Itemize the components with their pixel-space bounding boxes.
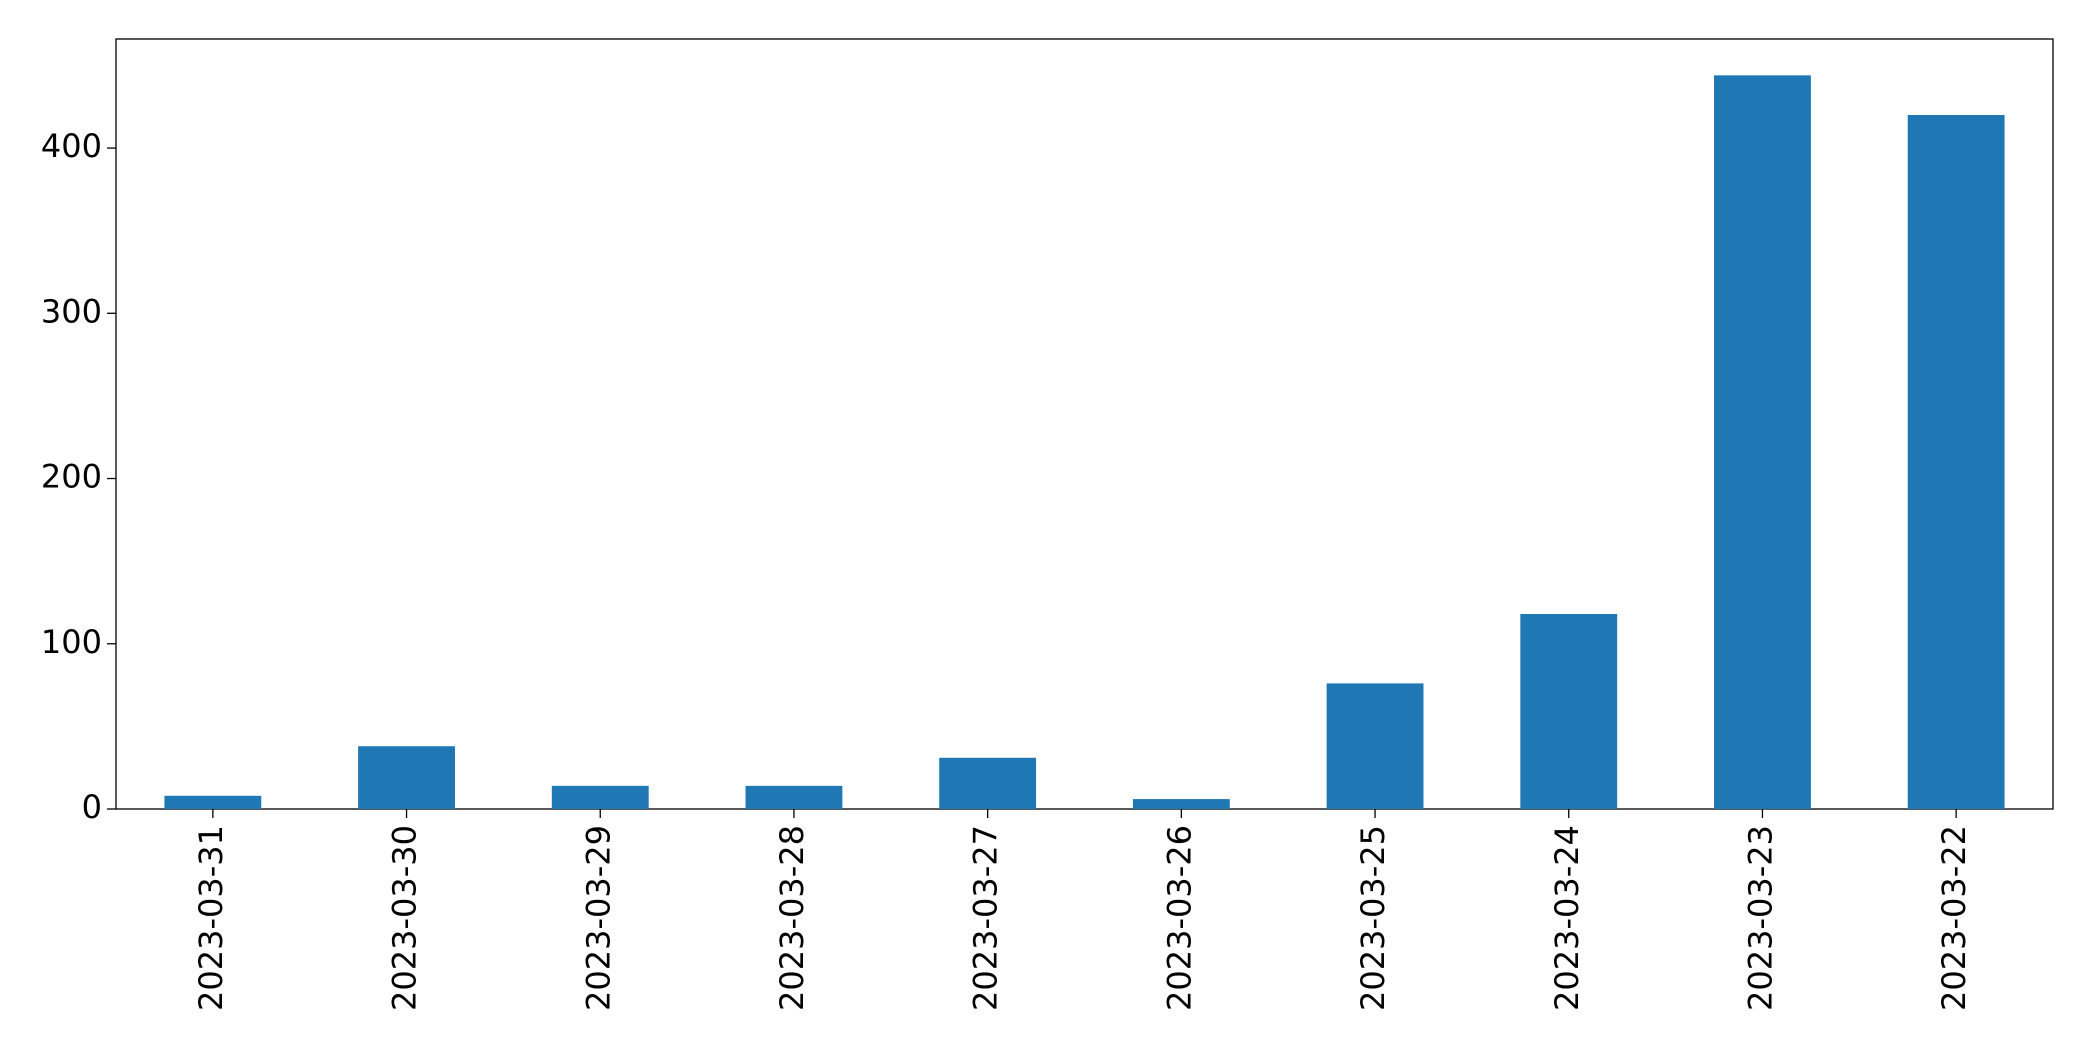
bar <box>1326 683 1424 809</box>
x-tick-label: 2023-03-22 <box>1935 825 1973 1011</box>
bar <box>1132 799 1230 809</box>
bar <box>1907 115 2005 809</box>
x-tick-label: 2023-03-23 <box>1741 825 1779 1011</box>
y-tick-label: 0 <box>82 788 102 826</box>
bar <box>1520 614 1618 809</box>
x-tick-label: 2023-03-27 <box>967 825 1005 1011</box>
bar <box>164 795 262 809</box>
x-tick-label: 2023-03-31 <box>192 825 230 1011</box>
bar <box>358 746 455 809</box>
x-tick-label: 2023-03-29 <box>579 825 617 1011</box>
x-tick-label: 2023-03-25 <box>1354 825 1392 1011</box>
bar <box>551 785 649 809</box>
y-tick-label: 100 <box>41 623 102 661</box>
x-tick-label: 2023-03-30 <box>386 825 424 1011</box>
bar <box>1714 75 1811 809</box>
bar <box>939 757 1037 809</box>
y-tick-label: 300 <box>41 292 102 330</box>
y-tick-label: 400 <box>41 127 102 165</box>
x-tick-label: 2023-03-28 <box>773 825 811 1011</box>
bar <box>745 785 843 809</box>
x-tick-label: 2023-03-24 <box>1548 825 1586 1011</box>
x-tick-label: 2023-03-26 <box>1160 825 1198 1011</box>
plot-frame <box>115 38 2054 810</box>
y-tick-label: 200 <box>41 458 102 496</box>
